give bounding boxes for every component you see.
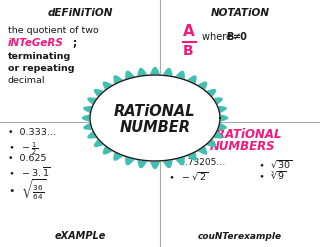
Text: NUMBER: NUMBER: [119, 120, 190, 135]
Text: terminating: terminating: [8, 52, 71, 61]
Text: ;: ;: [72, 38, 76, 48]
Text: $\bullet\ \ -3.\overline{1}$: $\bullet\ \ -3.\overline{1}$: [8, 165, 51, 179]
Text: dEFiNiTiON: dEFiNiTiON: [47, 8, 113, 18]
Text: $\bullet\ \ \sqrt{30}$: $\bullet\ \ \sqrt{30}$: [258, 158, 292, 170]
Text: B: B: [183, 44, 194, 58]
Text: eXAMPLe: eXAMPLe: [54, 231, 106, 241]
Text: $\bullet\ \ \sqrt[3]{9}$: $\bullet\ \ \sqrt[3]{9}$: [258, 170, 286, 182]
Text: $\bullet\ \ \sqrt{\frac{36}{64}}$: $\bullet\ \ \sqrt{\frac{36}{64}}$: [8, 177, 47, 202]
Text: A: A: [183, 24, 195, 39]
Text: ≠0: ≠0: [233, 32, 248, 42]
Text: •  0.625: • 0.625: [8, 154, 46, 163]
Text: $\bullet\ \ -\sqrt{2}$: $\bullet\ \ -\sqrt{2}$: [168, 170, 208, 182]
Text: the quotient of two: the quotient of two: [8, 26, 99, 35]
Text: •  0.333…: • 0.333…: [8, 128, 56, 137]
Text: where: where: [202, 32, 235, 42]
Text: iNTeGeRS: iNTeGeRS: [8, 38, 64, 48]
Polygon shape: [83, 67, 228, 168]
Text: or repeating: or repeating: [8, 64, 75, 73]
Text: iRRATiONAL: iRRATiONAL: [204, 128, 282, 141]
Text: NUMBERS: NUMBERS: [210, 140, 276, 153]
Text: couNTerexample: couNTerexample: [198, 232, 282, 241]
Text: •  1.73205…: • 1.73205…: [168, 158, 225, 167]
Text: NOTATiON: NOTATiON: [211, 8, 269, 18]
Text: $\bullet\ \ -\frac{1}{2}$: $\bullet\ \ -\frac{1}{2}$: [8, 140, 38, 157]
Text: RATiONAL: RATiONAL: [114, 103, 196, 119]
Polygon shape: [90, 75, 220, 161]
Text: B: B: [226, 32, 233, 42]
Text: decimal: decimal: [8, 76, 45, 85]
